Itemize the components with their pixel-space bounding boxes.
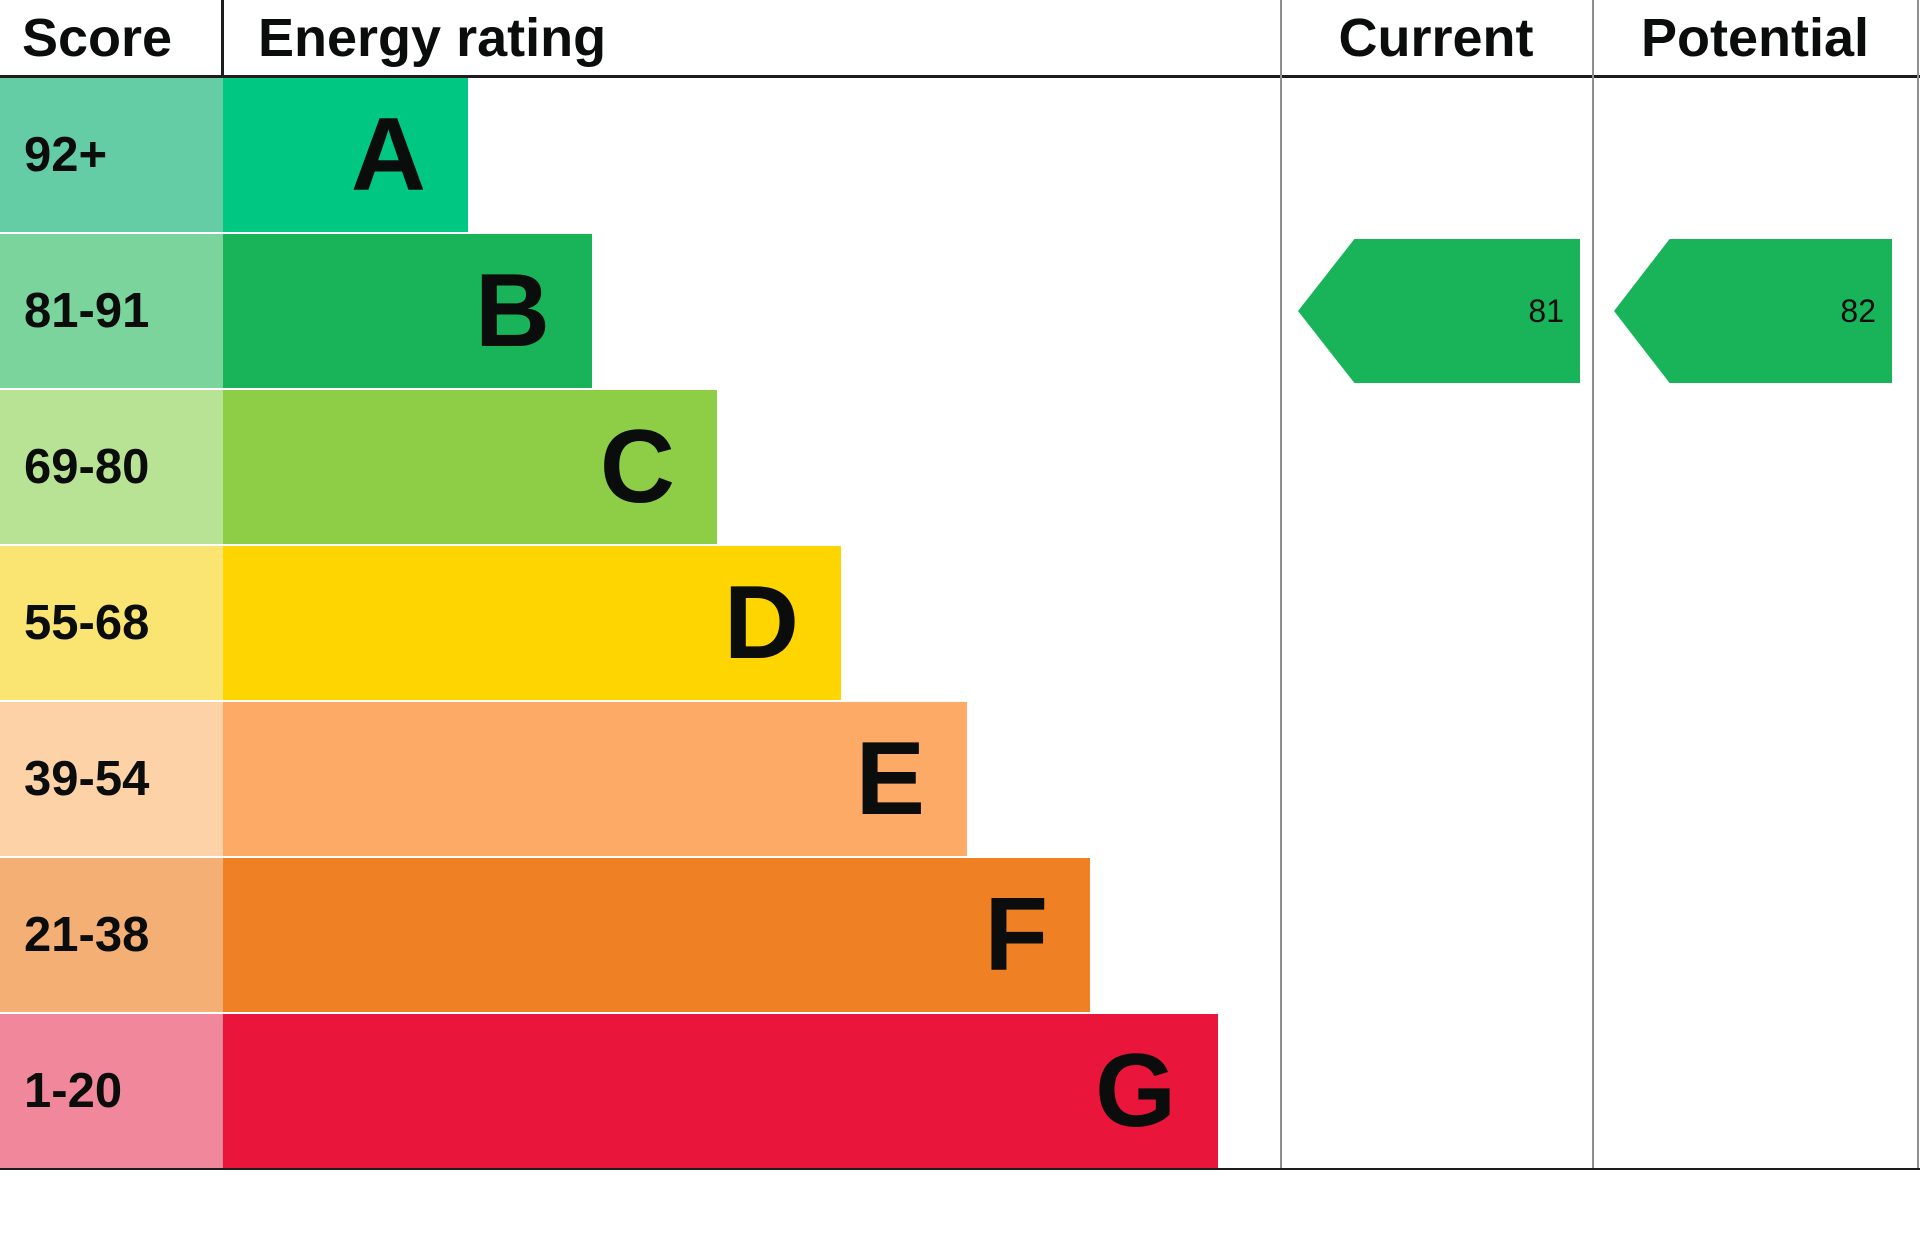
current-rating-value: 81 — [1528, 292, 1564, 329]
band-row-g: 1-20 G — [0, 1014, 1218, 1168]
band-letter-c: C — [599, 409, 675, 525]
current-column-divider — [1280, 0, 1282, 1170]
potential-column-divider — [1592, 0, 1594, 1170]
band-letter-f: F — [984, 877, 1048, 993]
energy-band-bar-f: F — [223, 858, 1090, 1012]
band-row-e: 39-54 E — [0, 702, 1218, 856]
chart-bottom-border — [0, 1168, 1920, 1170]
potential-column-header: Potential — [1640, 7, 1870, 68]
energy-band-bar-a: A — [223, 78, 468, 232]
band-letter-e: E — [855, 721, 925, 837]
band-letter-b: B — [474, 253, 550, 369]
energy-band-bar-e: E — [223, 702, 967, 856]
band-row-f: 21-38 F — [0, 858, 1218, 1012]
chart-header: Score Energy rating Current Potential — [0, 0, 1920, 78]
score-range-d: 55-68 — [0, 546, 223, 700]
band-letter-d: D — [723, 565, 799, 681]
band-row-c: 69-80 C — [0, 390, 1218, 544]
score-range-b: 81-91 — [0, 234, 223, 388]
band-letter-g: G — [1095, 1033, 1176, 1149]
score-range-c: 69-80 — [0, 390, 223, 544]
score-range-a: 92+ — [0, 78, 223, 232]
potential-rating-value: 82 — [1840, 292, 1876, 329]
rating-bands: 92+ A 81-91 B 69-80 C 55-68 D 39-54 E 21-38 F 1-20 G — [0, 78, 1218, 1170]
energy-band-bar-g: G — [223, 1014, 1218, 1168]
current-column-header: Current — [1338, 7, 1534, 68]
score-range-e: 39-54 — [0, 702, 223, 856]
score-range-f: 21-38 — [0, 858, 223, 1012]
band-row-a: 92+ A — [0, 78, 1218, 232]
band-row-d: 55-68 D — [0, 546, 1218, 700]
score-range-g: 1-20 — [0, 1014, 223, 1168]
energy-rating-column-header: Energy rating — [258, 7, 607, 68]
score-column-header: Score — [0, 0, 224, 75]
chart-right-border — [1917, 0, 1919, 1170]
potential-rating-arrow: 82 — [1614, 239, 1892, 383]
energy-band-bar-c: C — [223, 390, 717, 544]
band-row-b: 81-91 B — [0, 234, 1218, 388]
energy-band-bar-d: D — [223, 546, 841, 700]
band-letter-a: A — [350, 97, 426, 213]
energy-band-bar-b: B — [223, 234, 592, 388]
current-rating-arrow: 81 — [1298, 239, 1580, 383]
